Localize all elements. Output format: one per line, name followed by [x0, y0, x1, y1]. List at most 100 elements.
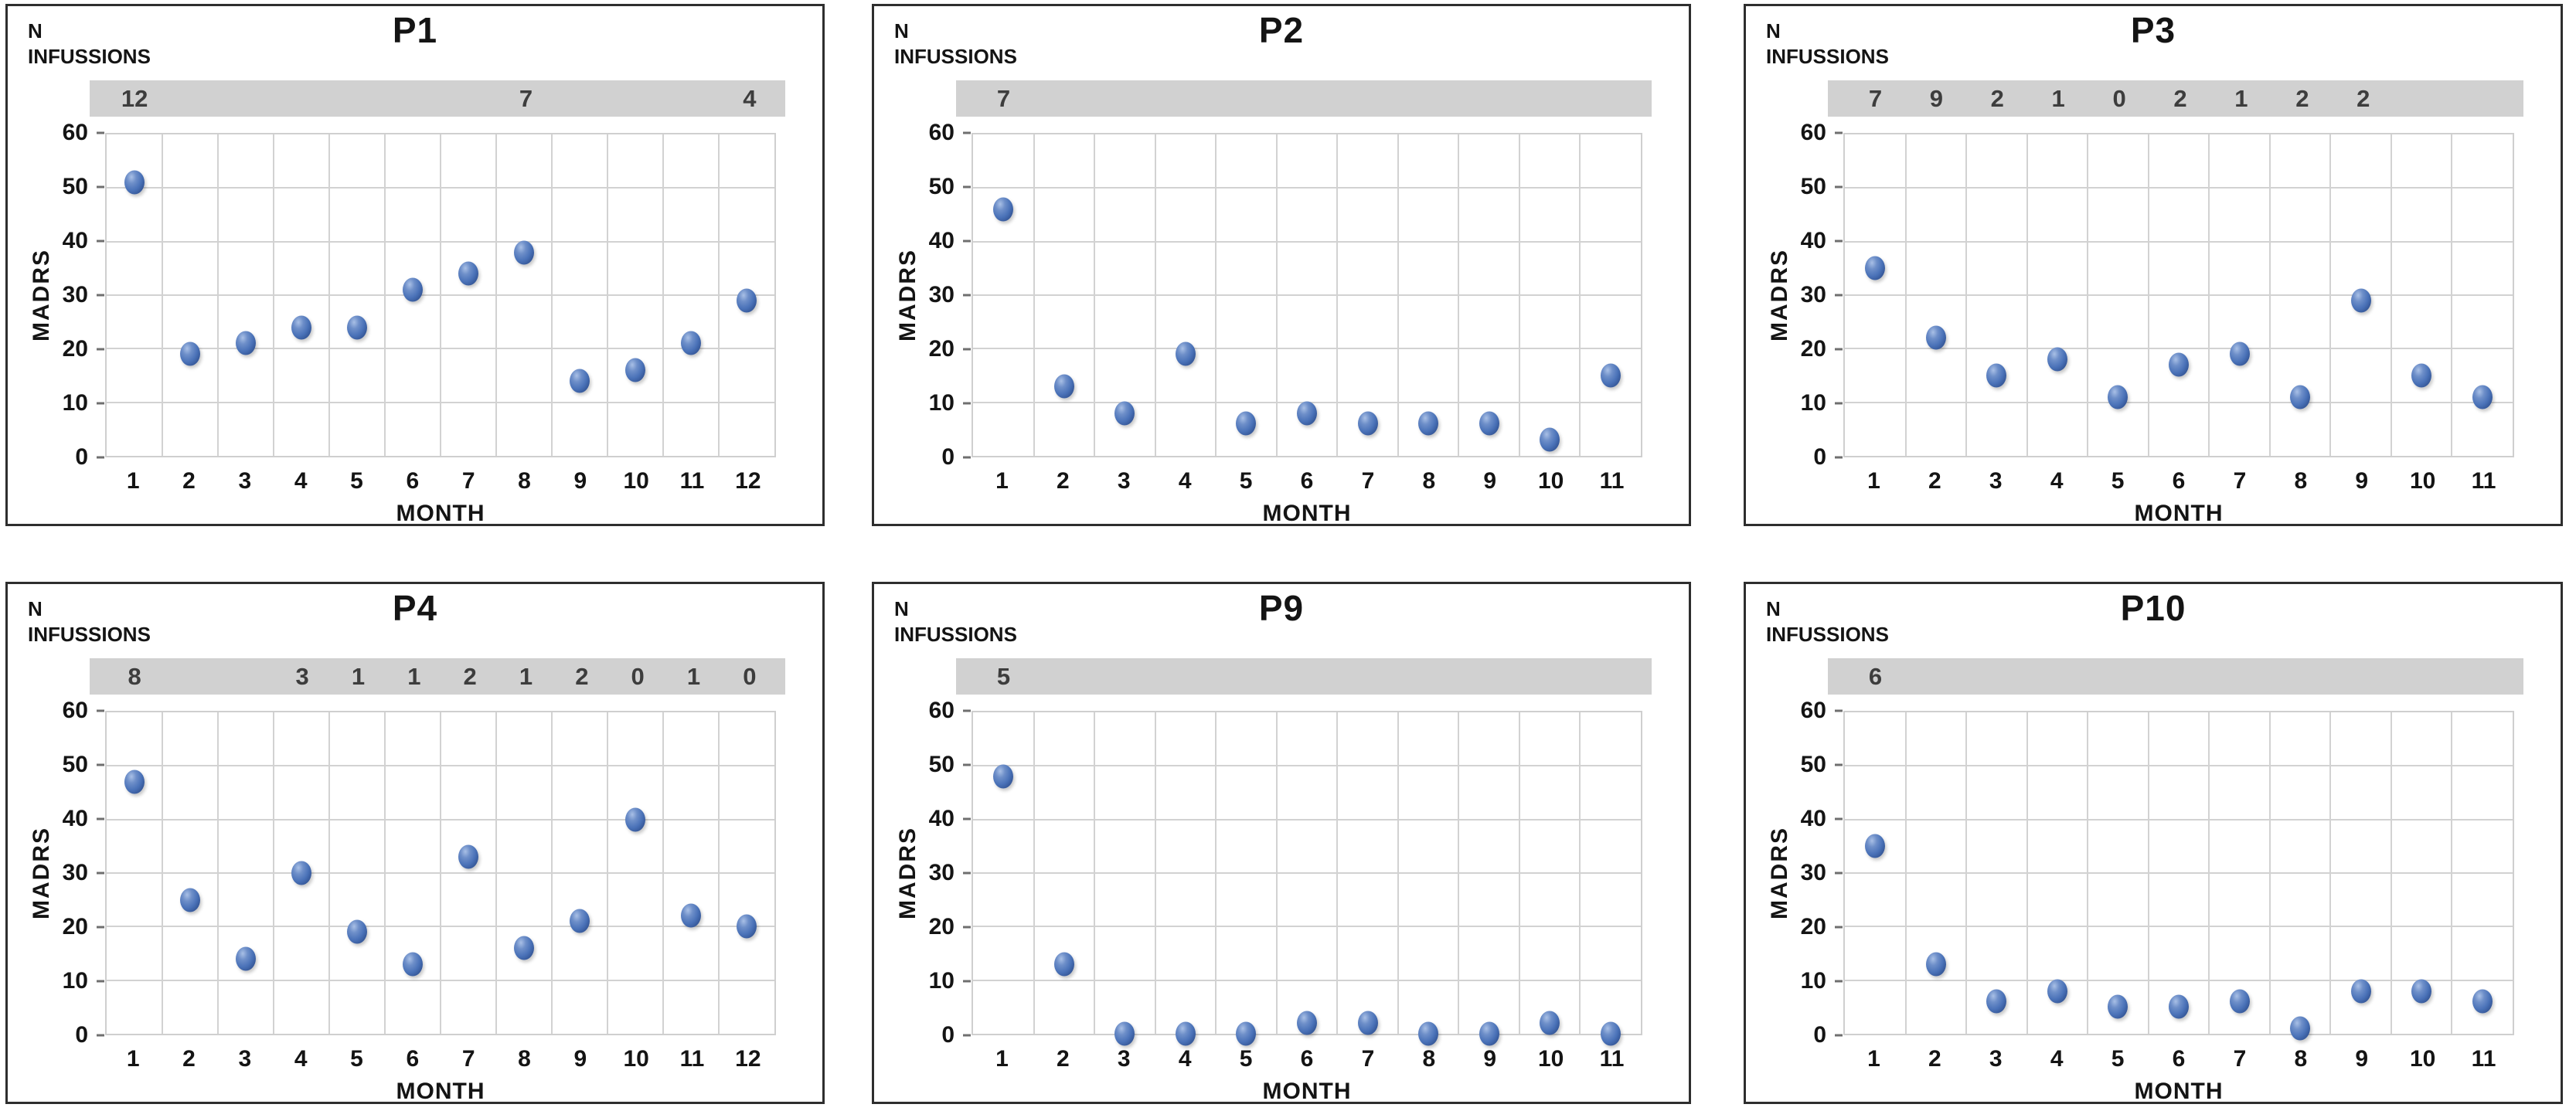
horizontal-gridline	[107, 294, 774, 296]
y-tick-label: 10	[62, 968, 88, 994]
y-tick-mark	[1835, 709, 1843, 712]
x-axis-label: MONTH	[396, 1079, 485, 1104]
y-tick-label: 50	[62, 173, 88, 199]
infusion-count: 1	[2234, 84, 2248, 112]
horizontal-gridline	[1845, 765, 2513, 767]
x-tick-label: 1	[126, 1046, 140, 1072]
y-tick-mark	[1835, 763, 1843, 766]
y-tick-mark	[963, 763, 971, 766]
x-tick-label: 1	[995, 1046, 1009, 1072]
y-tick-label: 40	[1800, 805, 1826, 831]
y-tick-label: 0	[1813, 1022, 1826, 1048]
data-point	[570, 909, 590, 933]
y-tick-label: 0	[75, 444, 88, 470]
data-point	[1236, 1021, 1257, 1046]
y-tick-label: 30	[62, 282, 88, 307]
data-point	[2108, 385, 2129, 409]
y-tick-mark	[97, 709, 104, 712]
n-infusions-line2: INFUSSIONS	[894, 622, 1017, 646]
y-axis-label: MADRS	[1767, 249, 1792, 341]
x-tick-label: 7	[1361, 1046, 1375, 1072]
chart-panel-P9: P9 N INFUSSIONS 5 60 50 40 30 20 10 0 1 2 3 4 5 6 7 8…	[872, 582, 1691, 1104]
data-point	[458, 261, 478, 286]
data-point	[625, 358, 645, 382]
data-point	[737, 288, 757, 313]
data-point	[236, 946, 256, 971]
data-point	[2290, 385, 2311, 409]
horizontal-gridline	[107, 240, 774, 243]
data-point	[625, 807, 645, 832]
chart-title: P10	[2120, 588, 2186, 628]
y-tick-label: 10	[1800, 968, 1826, 994]
data-point	[2472, 989, 2493, 1014]
plot-area	[1843, 711, 2514, 1041]
data-point	[1925, 952, 1946, 977]
x-tick-label: 10	[1537, 468, 1564, 494]
y-tick-label: 60	[928, 698, 955, 723]
y-tick-mark	[963, 456, 971, 459]
data-point	[1865, 834, 1886, 858]
data-point	[2108, 994, 2129, 1019]
horizontal-gridline	[107, 187, 774, 189]
y-tick-label: 10	[928, 390, 955, 416]
y-tick-mark	[963, 131, 971, 134]
y-tick-mark	[1835, 871, 1843, 875]
y-tick-mark	[1835, 926, 1843, 929]
n-infusions-line2: INFUSSIONS	[1766, 44, 1889, 68]
y-tick-mark	[97, 926, 104, 929]
x-tick-label: 8	[1422, 1046, 1436, 1072]
data-point	[2290, 1016, 2311, 1041]
x-tick-label: 11	[679, 1046, 705, 1072]
n-infusions-line2: INFUSSIONS	[894, 44, 1017, 68]
data-point	[1114, 401, 1135, 426]
x-tick-label: 3	[1117, 1046, 1131, 1072]
x-tick-label: 7	[2233, 468, 2247, 494]
infusion-count: 7	[1868, 84, 1883, 112]
x-tick-label: 2	[182, 468, 196, 494]
chart-panel-P10: P10 N INFUSSIONS 6 60 50 40 30 20 10 0 1 2 3 4 5 6 7…	[1744, 582, 2563, 1104]
y-tick-mark	[97, 980, 104, 983]
x-tick-label: 9	[1483, 1046, 1497, 1072]
y-tick-label: 30	[928, 860, 955, 885]
y-axis: 60 50 40 30 20 10 0	[8, 121, 105, 469]
infusion-count: 1	[2051, 84, 2065, 112]
x-tick-label: 10	[623, 1046, 649, 1072]
n-infusions-line1: N	[1766, 597, 1781, 620]
data-point	[1053, 374, 1074, 399]
infusion-count: 1	[686, 662, 701, 690]
data-point	[1600, 363, 1621, 388]
y-tick-mark	[963, 294, 971, 297]
x-tick-label: 4	[1178, 1046, 1192, 1072]
y-axis: 60 50 40 30 20 10 0	[8, 699, 105, 1047]
x-axis-ticks: 1 2 3 4 5 6 7 8 9 10 11 12	[105, 1048, 776, 1075]
x-axis-label: MONTH	[1262, 501, 1352, 526]
y-tick-mark	[97, 294, 104, 297]
infusion-count: 2	[2295, 84, 2309, 112]
infusions-bar-values: 5	[973, 658, 1644, 695]
data-point	[347, 315, 367, 340]
plot-area	[972, 133, 1642, 457]
data-point	[2411, 363, 2432, 388]
horizontal-gridline	[973, 294, 1641, 296]
infusions-bar: 8 3 1 1 2 1 2 0 1 0	[90, 658, 785, 695]
infusion-count: 3	[295, 662, 309, 690]
infusion-count: 4	[743, 84, 757, 112]
plot-area	[1843, 133, 2514, 457]
horizontal-gridline	[973, 187, 1641, 189]
x-tick-label: 5	[350, 1046, 363, 1072]
y-tick-label: 10	[1800, 390, 1826, 416]
data-point	[2411, 979, 2432, 1004]
data-point	[1297, 401, 1317, 426]
y-tick-mark	[963, 980, 971, 983]
y-tick-label: 20	[62, 913, 88, 939]
x-tick-label: 8	[2294, 1046, 2308, 1072]
y-tick-mark	[1835, 131, 1843, 134]
y-tick-mark	[97, 240, 104, 243]
x-tick-label: 4	[294, 468, 308, 494]
horizontal-gridline	[1845, 979, 2513, 981]
n-infusions-line2: INFUSSIONS	[1766, 622, 1889, 646]
horizontal-gridline	[107, 979, 774, 981]
y-tick-label: 60	[1800, 698, 1826, 723]
data-point	[1175, 341, 1196, 366]
